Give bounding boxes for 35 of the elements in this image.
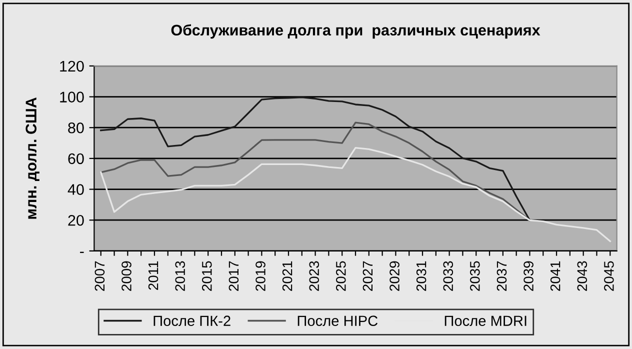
- y-tick-label: 60: [68, 153, 84, 164]
- text: После MDRI: [444, 316, 526, 326]
- x-tick-label: 2031: [416, 261, 426, 291]
- x-tick-label: 2025: [336, 261, 346, 291]
- line-series: [100, 96, 531, 222]
- x-tick-label: 2009: [122, 261, 132, 291]
- y-axis-title: млн. долл. США: [26, 98, 40, 219]
- x-tick-label: 2011: [148, 261, 158, 290]
- x-tick-label: 2029: [390, 261, 400, 291]
- x-tick-label: 2037: [496, 261, 507, 291]
- x-tick-label: 2027: [362, 261, 373, 291]
- x-tick-label: 2035: [470, 261, 480, 291]
- y-tick-label: 120: [60, 60, 84, 72]
- x-tick-label: 2039: [524, 261, 534, 291]
- x-tick-label: 2043: [577, 261, 588, 291]
- x-tick-label: 2017: [228, 261, 239, 291]
- y-tick-label: 80: [68, 122, 84, 134]
- x-tick-label: 2021: [282, 261, 292, 291]
- y-tick-label: 100: [60, 92, 84, 102]
- y-tick-label: 40: [68, 184, 84, 195]
- line-series: [100, 122, 531, 222]
- legend-label: После ПК-2: [154, 316, 230, 326]
- x-tick-label: 2013: [175, 261, 186, 291]
- legend-label: После HIPC: [298, 316, 378, 326]
- chart-title: Обслуживание долга при различных сценариях: [171, 24, 540, 39]
- x-tick-label: 2033: [443, 261, 454, 291]
- x-tick-label: 2007: [94, 261, 105, 291]
- x-tick-label: 2019: [256, 261, 266, 291]
- y-tick-label: -: [80, 252, 84, 254]
- x-tick-label: 2023: [309, 261, 320, 291]
- x-tick-label: 2041: [550, 261, 560, 291]
- x-tick-label: 2015: [202, 261, 212, 291]
- line-series: [100, 146, 611, 242]
- y-tick-label: 20: [68, 214, 84, 226]
- x-tick-label: 2045: [604, 261, 614, 291]
